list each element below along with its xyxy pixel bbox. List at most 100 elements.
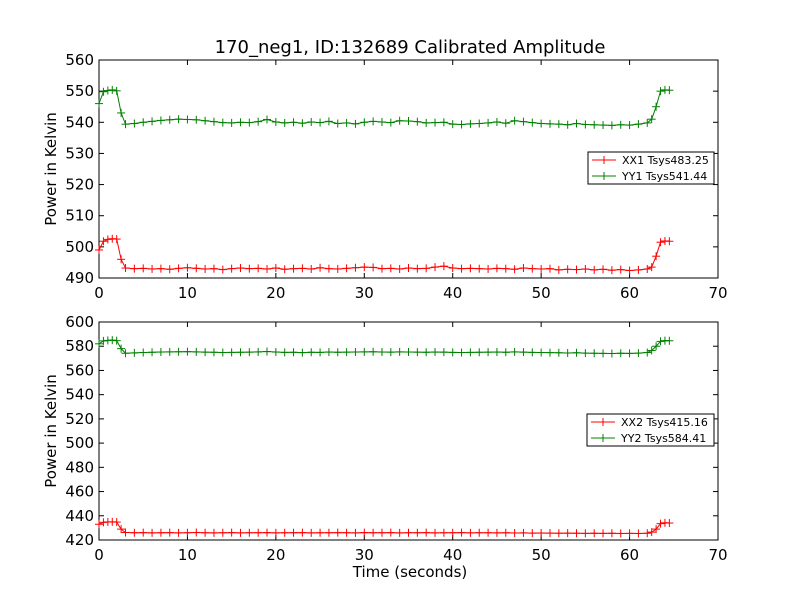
data-point	[528, 348, 537, 357]
data-point	[156, 348, 165, 357]
data-point	[656, 87, 665, 96]
data-point	[492, 117, 501, 126]
data-point	[351, 119, 360, 128]
data-point	[572, 119, 581, 128]
x-tick-label: 40	[443, 546, 462, 564]
data-point	[236, 528, 245, 537]
data-point	[422, 118, 431, 127]
x-tick-label: 30	[355, 546, 374, 564]
x-tick-label: 30	[355, 284, 374, 302]
y-axis-label-bottom: Power in Kelvin	[42, 374, 60, 488]
data-point	[280, 265, 289, 274]
data-point	[457, 348, 466, 357]
data-point	[395, 528, 404, 537]
data-point	[209, 264, 218, 273]
data-point	[183, 263, 192, 272]
legend-item: XX2 Tsys415.16	[591, 416, 708, 429]
data-point	[108, 85, 117, 94]
x-tick-label: 20	[266, 546, 285, 564]
data-point	[607, 121, 616, 130]
data-point	[316, 528, 325, 537]
data-point	[280, 118, 289, 127]
data-point	[342, 528, 351, 537]
y-tick-label: 580	[65, 337, 94, 355]
data-point	[99, 87, 108, 96]
data-point	[117, 344, 126, 353]
y-tick-label: 490	[65, 269, 94, 287]
data-point	[665, 336, 674, 345]
data-point	[271, 117, 280, 126]
data-point	[501, 264, 510, 273]
data-point	[174, 347, 183, 356]
data-point	[307, 117, 316, 126]
data-point	[165, 528, 174, 537]
data-point	[201, 348, 210, 357]
data-point	[148, 264, 157, 273]
data-point	[519, 117, 528, 126]
data-point	[192, 528, 201, 537]
x-tick-label: 10	[178, 284, 197, 302]
data-point	[413, 264, 422, 273]
data-point	[369, 263, 378, 272]
data-point	[342, 348, 351, 357]
y-tick-label: 560	[65, 51, 94, 69]
data-point	[227, 264, 236, 273]
data-point	[254, 528, 263, 537]
data-point	[245, 348, 254, 357]
data-point	[298, 348, 307, 357]
y-tick-label: 510	[65, 207, 94, 225]
data-point	[510, 265, 519, 274]
data-point	[656, 238, 665, 247]
data-point	[369, 528, 378, 537]
data-point	[165, 347, 174, 356]
y-tick-label: 440	[65, 507, 94, 525]
data-point	[360, 263, 369, 272]
data-point	[254, 264, 263, 273]
data-point	[103, 235, 112, 244]
plot-area-bottom: 0 10 20 30 40 50 60 70 420 440 460 480 500 520 540 560 5…	[65, 313, 727, 564]
x-tick-label: 60	[620, 284, 639, 302]
data-point	[590, 349, 599, 358]
data-point	[665, 86, 674, 95]
data-point	[307, 264, 316, 273]
data-point	[95, 99, 103, 108]
data-point	[307, 528, 316, 537]
data-point	[572, 265, 581, 274]
data-point	[139, 264, 148, 273]
x-tick-label: 50	[532, 284, 551, 302]
data-point	[665, 237, 674, 246]
data-point	[117, 255, 126, 264]
data-point	[99, 237, 108, 246]
data-point	[475, 119, 484, 128]
data-point	[413, 348, 422, 357]
data-point	[563, 265, 572, 274]
data-point	[652, 102, 661, 111]
data-point	[439, 528, 448, 537]
legend-item: XX1 Tsys483.25	[592, 154, 709, 167]
data-point	[360, 118, 369, 127]
data-point	[590, 265, 599, 274]
data-point	[545, 348, 554, 357]
legend-frame	[587, 151, 715, 185]
data-point	[360, 347, 369, 356]
y-tick-label: 520	[65, 176, 94, 194]
data-point	[112, 235, 121, 244]
data-point	[554, 265, 563, 274]
data-point	[643, 118, 652, 127]
y-tick-label: 460	[65, 483, 94, 501]
data-point	[581, 529, 590, 538]
data-point	[634, 265, 643, 274]
x-axis-label: Time (seconds)	[352, 563, 468, 581]
data-point	[422, 348, 431, 357]
data-point	[121, 120, 130, 129]
data-point	[656, 519, 665, 528]
data-point	[647, 346, 656, 355]
data-point	[607, 266, 616, 275]
data-point	[298, 119, 307, 128]
legend-label: YY2 Tsys584.41	[620, 432, 706, 445]
data-point	[236, 348, 245, 357]
data-point	[103, 86, 112, 95]
legend-label: YY1 Tsys541.44	[621, 170, 707, 183]
